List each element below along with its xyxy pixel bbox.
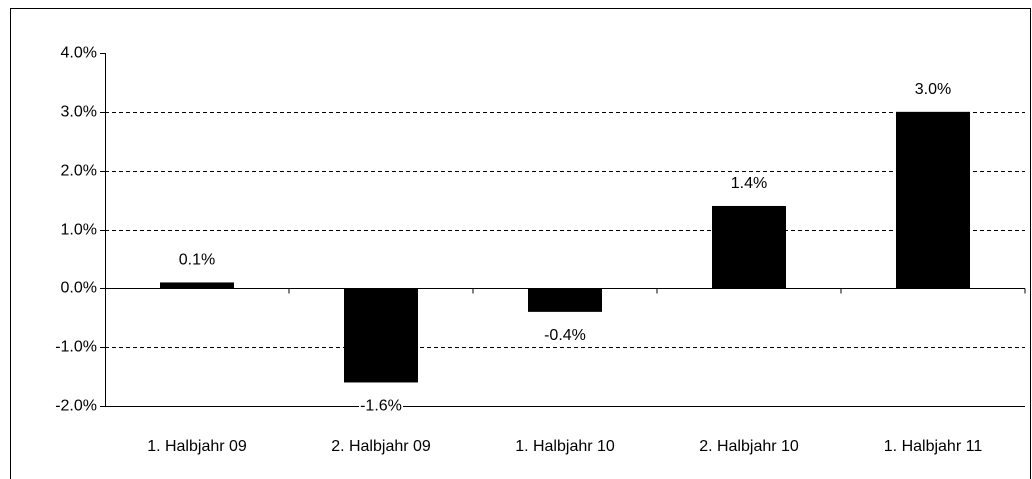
value-label: 0.1% [179,252,215,269]
bar [528,288,602,312]
x-tick-label: 2. Halbjahr 09 [331,438,431,455]
y-tick-label: 0.0% [61,280,97,297]
value-label-bg [359,397,403,416]
x-tick-label: 1. Halbjahr 11 [884,438,983,455]
bar [712,205,786,289]
value-label-bg [727,174,771,193]
bar [160,282,234,289]
value-label: -1.6% [360,398,402,415]
value-label: 1.4% [731,175,767,192]
value-label-bg [543,326,587,345]
y-tick-label: 3.0% [61,104,97,121]
y-tick-label: 4.0% [61,45,97,62]
value-label-bg [911,80,955,99]
bar [896,111,970,289]
value-label-bg [175,251,219,270]
y-tick-label: 2.0% [61,163,97,180]
y-tick-label: 1.0% [61,222,97,239]
y-tick-label: -1.0% [55,339,97,356]
bar [344,288,418,383]
x-tick-label: 1. Halbjahr 09 [147,438,247,455]
x-tick-label: 1. Halbjahr 10 [515,438,615,455]
x-tick-label: 2. Halbjahr 10 [699,438,799,455]
value-label: 3.0% [915,81,951,98]
chart-border [10,8,1031,479]
y-tick-label: -2.0% [55,398,97,415]
value-label: -0.4% [544,327,586,344]
